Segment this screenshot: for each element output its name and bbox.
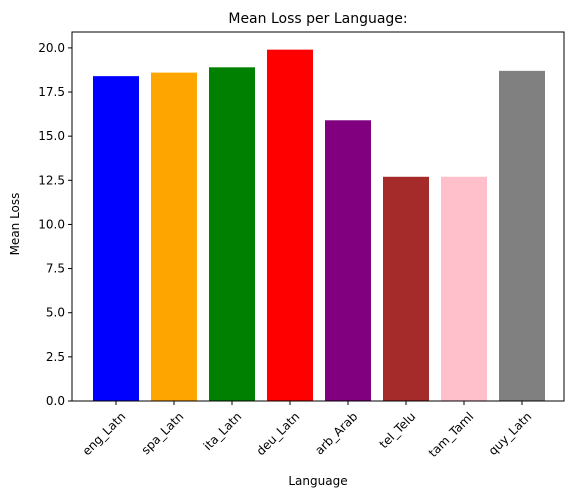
y-tick-label: 2.5	[46, 350, 65, 364]
y-tick-label: 7.5	[46, 262, 65, 276]
y-axis-label: Mean Loss	[8, 193, 22, 256]
y-tick-label: 10.0	[38, 217, 65, 231]
x-tick-label: tam_Taml	[426, 409, 477, 460]
y-tick-label: 0.0	[46, 394, 65, 408]
x-tick-label: eng_Latn	[80, 409, 129, 458]
bar-tam_Taml	[441, 176, 487, 401]
x-tick-label: deu_Latn	[254, 409, 303, 458]
bar-arb_Arab	[325, 120, 371, 401]
x-tick-label: quy_Latn	[486, 409, 535, 458]
bar-quy_Latn	[499, 70, 545, 401]
bar-deu_Latn	[267, 49, 313, 401]
bar-spa_Latn	[151, 72, 197, 401]
y-tick-label: 15.0	[38, 129, 65, 143]
x-axis-label: Language	[288, 474, 347, 488]
x-tick-label: spa_Latn	[139, 409, 187, 457]
x-tick-label: tel_Telu	[377, 409, 419, 451]
y-axis-ticks: 0.0 2.5 5.0 7.5 10.0 12.5 15.0 17.5 20.0	[38, 41, 72, 408]
chart-title: Mean Loss per Language:	[228, 11, 407, 27]
x-tick-label: arb_Arab	[312, 409, 360, 457]
plot-frame	[71, 31, 565, 402]
y-tick-label: 17.5	[38, 85, 65, 99]
x-tick-label: ita_Latn	[201, 409, 245, 453]
y-tick-label: 5.0	[46, 306, 65, 320]
bars	[93, 49, 545, 401]
bar-ita_Latn	[209, 67, 255, 401]
y-tick-label: 12.5	[38, 173, 65, 187]
y-tick-label: 20.0	[38, 41, 65, 55]
x-axis-ticks: eng_Latn spa_Latn ita_Latn deu_Latn arb_Arab…	[80, 401, 535, 460]
bar-eng_Latn	[93, 76, 139, 401]
bar-tel_Telu	[383, 176, 429, 401]
